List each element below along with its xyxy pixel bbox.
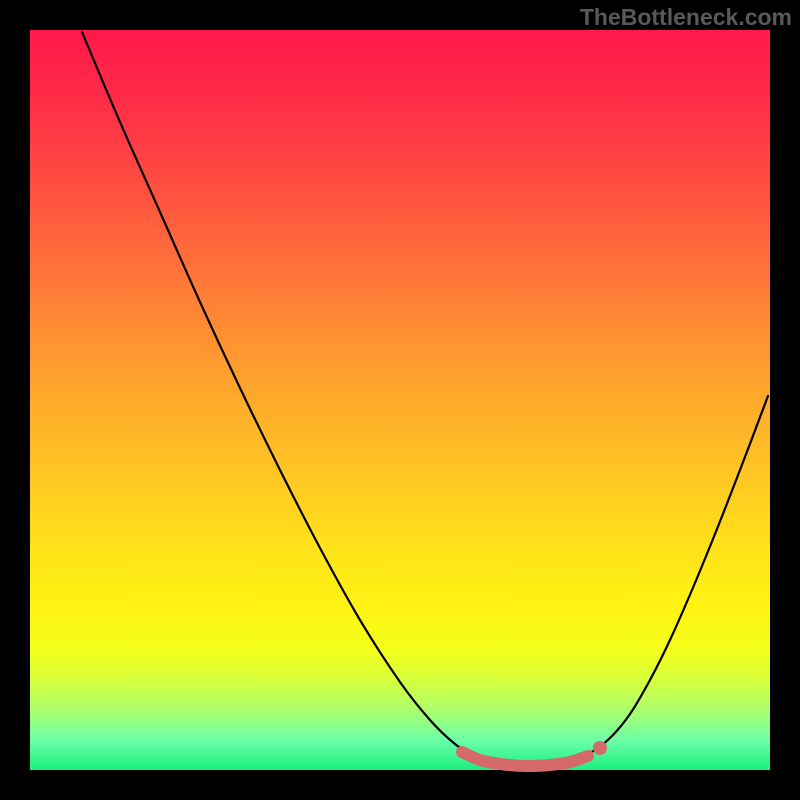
optimal-end-marker bbox=[593, 741, 607, 755]
bottleneck-chart bbox=[0, 0, 800, 800]
watermark-text: TheBottleneck.com bbox=[580, 4, 792, 31]
chart-gradient-background bbox=[30, 30, 770, 770]
